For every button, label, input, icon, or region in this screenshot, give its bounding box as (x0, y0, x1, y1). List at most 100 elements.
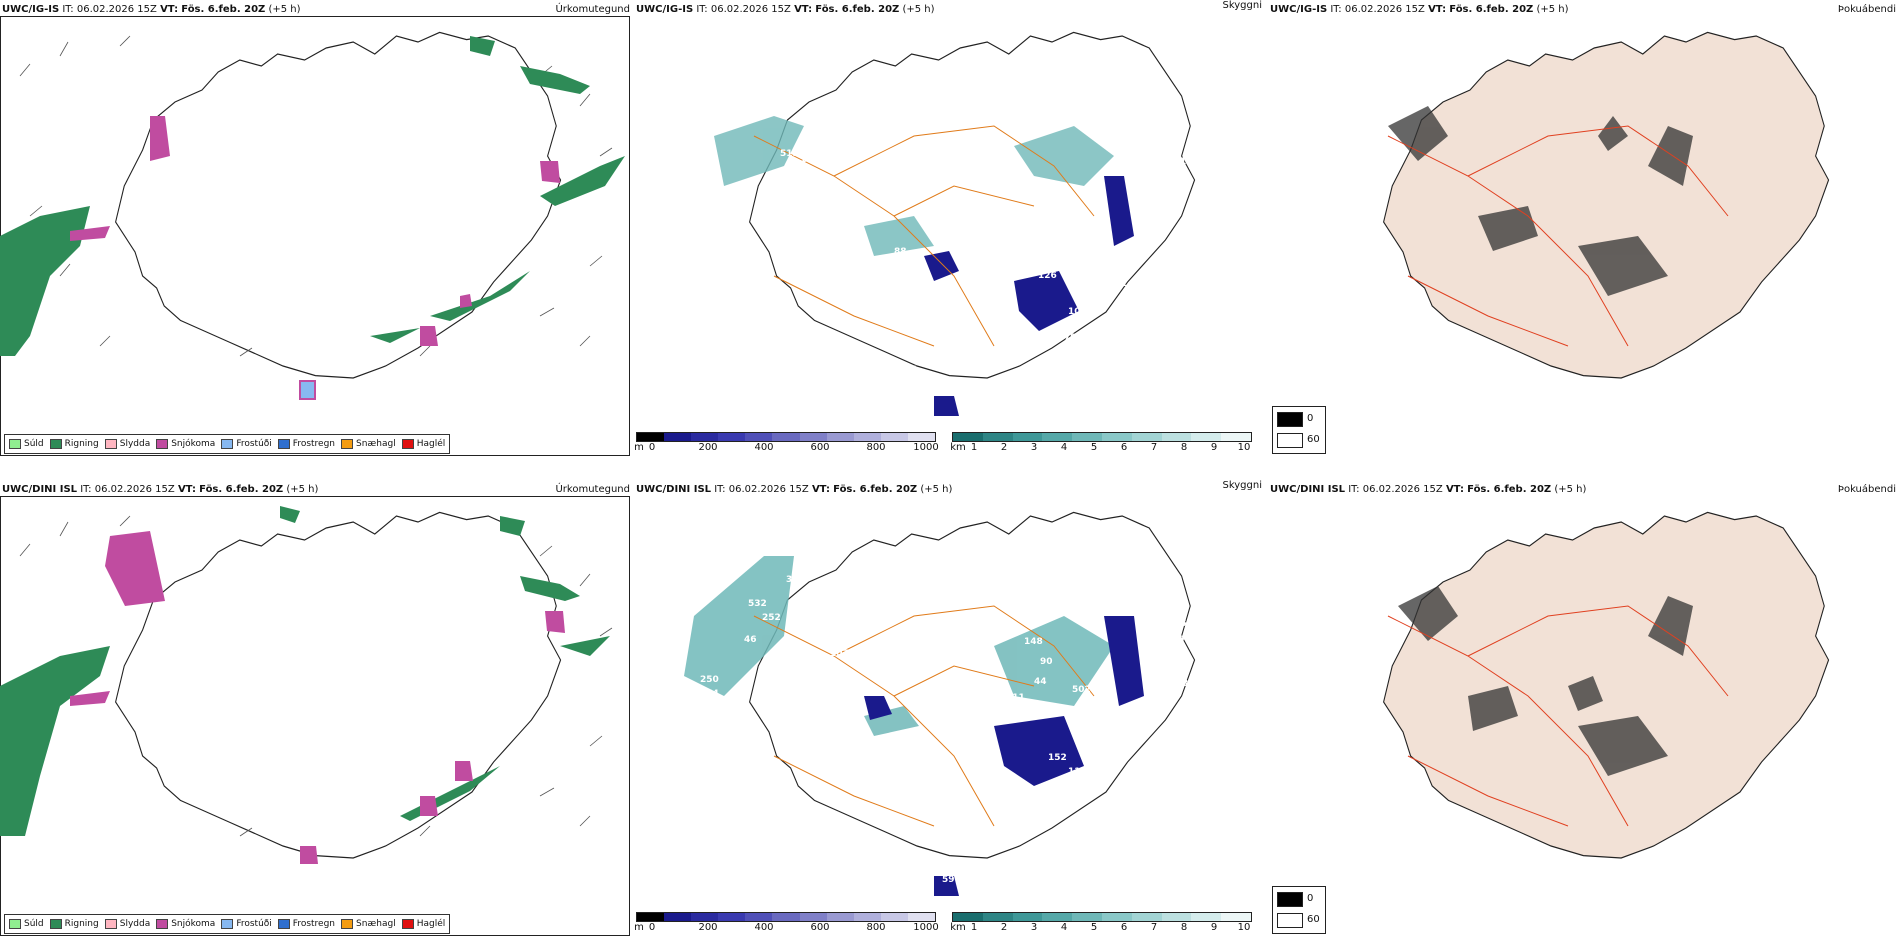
vis-label: 76 (1138, 591, 1151, 601)
panel-title: UWC/IG-IS IT: 06.02.2026 15Z VT: Fös. 6.… (1270, 4, 1569, 15)
vis-label: 76 (1174, 619, 1187, 629)
legend-item-graupel: Snæhagl (341, 439, 396, 449)
legend-item-drizzle: Súld (9, 919, 44, 929)
vis-label: 59 (942, 875, 955, 885)
visibility-tick: 4 (1060, 922, 1068, 933)
ceiling-colorbar: m 0 200 400 600 800 1000 (634, 432, 939, 454)
fog-map (1382, 511, 1830, 859)
visibility-colorbar: km 1 2 3 4 5 6 7 8 9 10 (950, 912, 1252, 934)
visibility-tick: 10 (1237, 922, 1251, 933)
ceiling-tick: 200 (698, 442, 718, 453)
vis-label: 13 (1054, 221, 1067, 231)
vis-label: 112 (1068, 767, 1087, 777)
vis-label: 79 (1064, 333, 1077, 343)
vis-label: 182 (766, 211, 785, 221)
visibility-colorbar-strip (952, 432, 1252, 442)
vis-label: 94 (884, 265, 897, 275)
panel-precip-type-ig-is: UWC/IG-IS IT: 06.02.2026 15Z VT: Fös. 6.… (0, 0, 632, 460)
visibility-labels-bottom: 92 30 532 252 287 94 105 107 46 250 164 … (700, 547, 1209, 885)
fog-map (1382, 31, 1830, 379)
vis-label: 89 (1064, 805, 1077, 815)
vis-label: 128 (946, 241, 965, 251)
ceiling-tick: 1000 (913, 922, 939, 933)
fog-legend-dark-label: 0 (1307, 893, 1314, 904)
vis-label: 92 (778, 547, 791, 557)
precip-type-legend: Súld Rigning Slydda Snjókoma Frostúði Fr… (4, 914, 451, 934)
vis-label: 44 (1034, 677, 1047, 687)
visibility-tick: 4 (1060, 442, 1068, 453)
visibility-tick: 2 (1000, 922, 1008, 933)
legend-item-hail: Haglél (401, 919, 445, 929)
legend-item-freezing-drizzle: Frostúði (221, 919, 272, 929)
visibility-tick: 6 (1120, 442, 1128, 453)
vis-label: 94 (1120, 263, 1133, 273)
vis-label: 52 (944, 389, 957, 399)
precip-type-map (0, 506, 613, 864)
visibility-tick: 7 (1150, 442, 1158, 453)
legend-item-sleet: Slydda (104, 439, 150, 449)
vis-label: 502 (1072, 685, 1091, 695)
vis-label: 164 (700, 689, 719, 699)
vis-label: 101 (726, 241, 745, 251)
panel-field-name: Þokuábendi (1837, 484, 1896, 495)
visibility-map (714, 31, 1196, 416)
fog-legend: 0 60 (1272, 886, 1326, 934)
vis-label: 111 (1006, 693, 1025, 703)
visibility-labels-top: 210 515 106 367 182 101 88 94 128 13 126… (726, 121, 1199, 399)
visibility-tick: 6 (1120, 922, 1128, 933)
legend-item-drizzle: Súld (9, 439, 44, 449)
visibility-colorbar-strip (952, 912, 1252, 922)
ceiling-tick: 400 (754, 442, 774, 453)
vis-label: 46 (744, 635, 757, 645)
panel-fog-dini: UWC/DINI ISL IT: 06.02.2026 15Z VT: Fös.… (1268, 480, 1900, 940)
vis-label: 515 (780, 149, 799, 159)
panel-precip-type-dini: UWC/DINI ISL IT: 06.02.2026 15Z VT: Fös.… (0, 480, 632, 940)
vis-label: 108 (1068, 307, 1087, 317)
visibility-tick: 7 (1150, 922, 1158, 933)
panel-title: UWC/IG-IS IT: 06.02.2026 15Z VT: Fös. 6.… (2, 4, 301, 15)
legend-item-freezing-drizzle: Frostúði (221, 439, 272, 449)
ceiling-unit: m (634, 922, 644, 933)
panel-field-name: Þokuábendi (1837, 4, 1896, 15)
vis-label: 94 (822, 617, 835, 627)
vis-label: 210 (806, 121, 825, 131)
legend-item-snow: Snjókoma (156, 919, 215, 929)
vis-label: 106 (800, 155, 819, 165)
legend-item-freezing-rain: Frostregn (277, 439, 335, 449)
ceiling-tick: 800 (866, 922, 886, 933)
visibility-tick: 3 (1030, 922, 1038, 933)
vis-label: 107 (830, 649, 849, 659)
vis-label: 104 (1092, 293, 1111, 303)
ceiling-tick: 800 (866, 442, 886, 453)
panel-fog-ig-is: UWC/IG-IS IT: 06.02.2026 15Z VT: Fös. 6.… (1268, 0, 1900, 460)
legend-item-hail: Haglél (401, 439, 445, 449)
ceiling-tick: 600 (810, 922, 830, 933)
legend-item-rain: Rigning (49, 439, 99, 449)
fog-legend-light-label: 60 (1307, 914, 1320, 925)
ceiling-tick: 1000 (913, 442, 939, 453)
legend-item-snow: Snjókoma (156, 439, 215, 449)
precip-type-legend: Súld Rigning Slydda Snjókoma Frostúði Fr… (4, 434, 451, 454)
vis-label: 148 (1024, 637, 1043, 647)
vis-label: 175 (1180, 157, 1199, 167)
vis-label: 105 (822, 633, 841, 643)
vis-label: 101 (946, 707, 965, 717)
vis-label: 39 (1182, 679, 1195, 689)
vis-label: 88 (894, 247, 907, 257)
ceiling-tick: 0 (648, 922, 656, 933)
visibility-tick: 3 (1030, 442, 1038, 453)
ceiling-tick: 400 (754, 922, 774, 933)
vis-label: 86 (1134, 145, 1147, 155)
vis-label: 367 (758, 195, 777, 205)
vis-label: 252 (762, 613, 781, 623)
visibility-tick: 9 (1210, 442, 1218, 453)
panel-field-name: Skyggni (1222, 0, 1262, 11)
vis-label: 61 (1196, 655, 1209, 665)
visibility-colorbar: km 1 2 3 4 5 6 7 8 9 10 (950, 432, 1252, 454)
visibility-tick: 8 (1180, 922, 1188, 933)
panel-title: UWC/DINI ISL IT: 06.02.2026 15Z VT: Fös.… (636, 484, 953, 495)
vis-label: 30 (786, 575, 799, 585)
vis-label: 93 (1180, 175, 1193, 185)
fog-legend-dark-label: 0 (1307, 413, 1314, 424)
visibility-map (684, 511, 1196, 896)
